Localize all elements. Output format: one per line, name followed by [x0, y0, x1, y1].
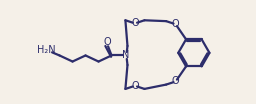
Text: N: N	[122, 50, 129, 60]
Text: H₂N: H₂N	[37, 45, 56, 55]
Text: O: O	[172, 19, 179, 29]
Text: O: O	[172, 76, 179, 86]
Text: O: O	[131, 18, 139, 28]
Text: O: O	[131, 81, 139, 91]
Text: O: O	[103, 37, 111, 47]
